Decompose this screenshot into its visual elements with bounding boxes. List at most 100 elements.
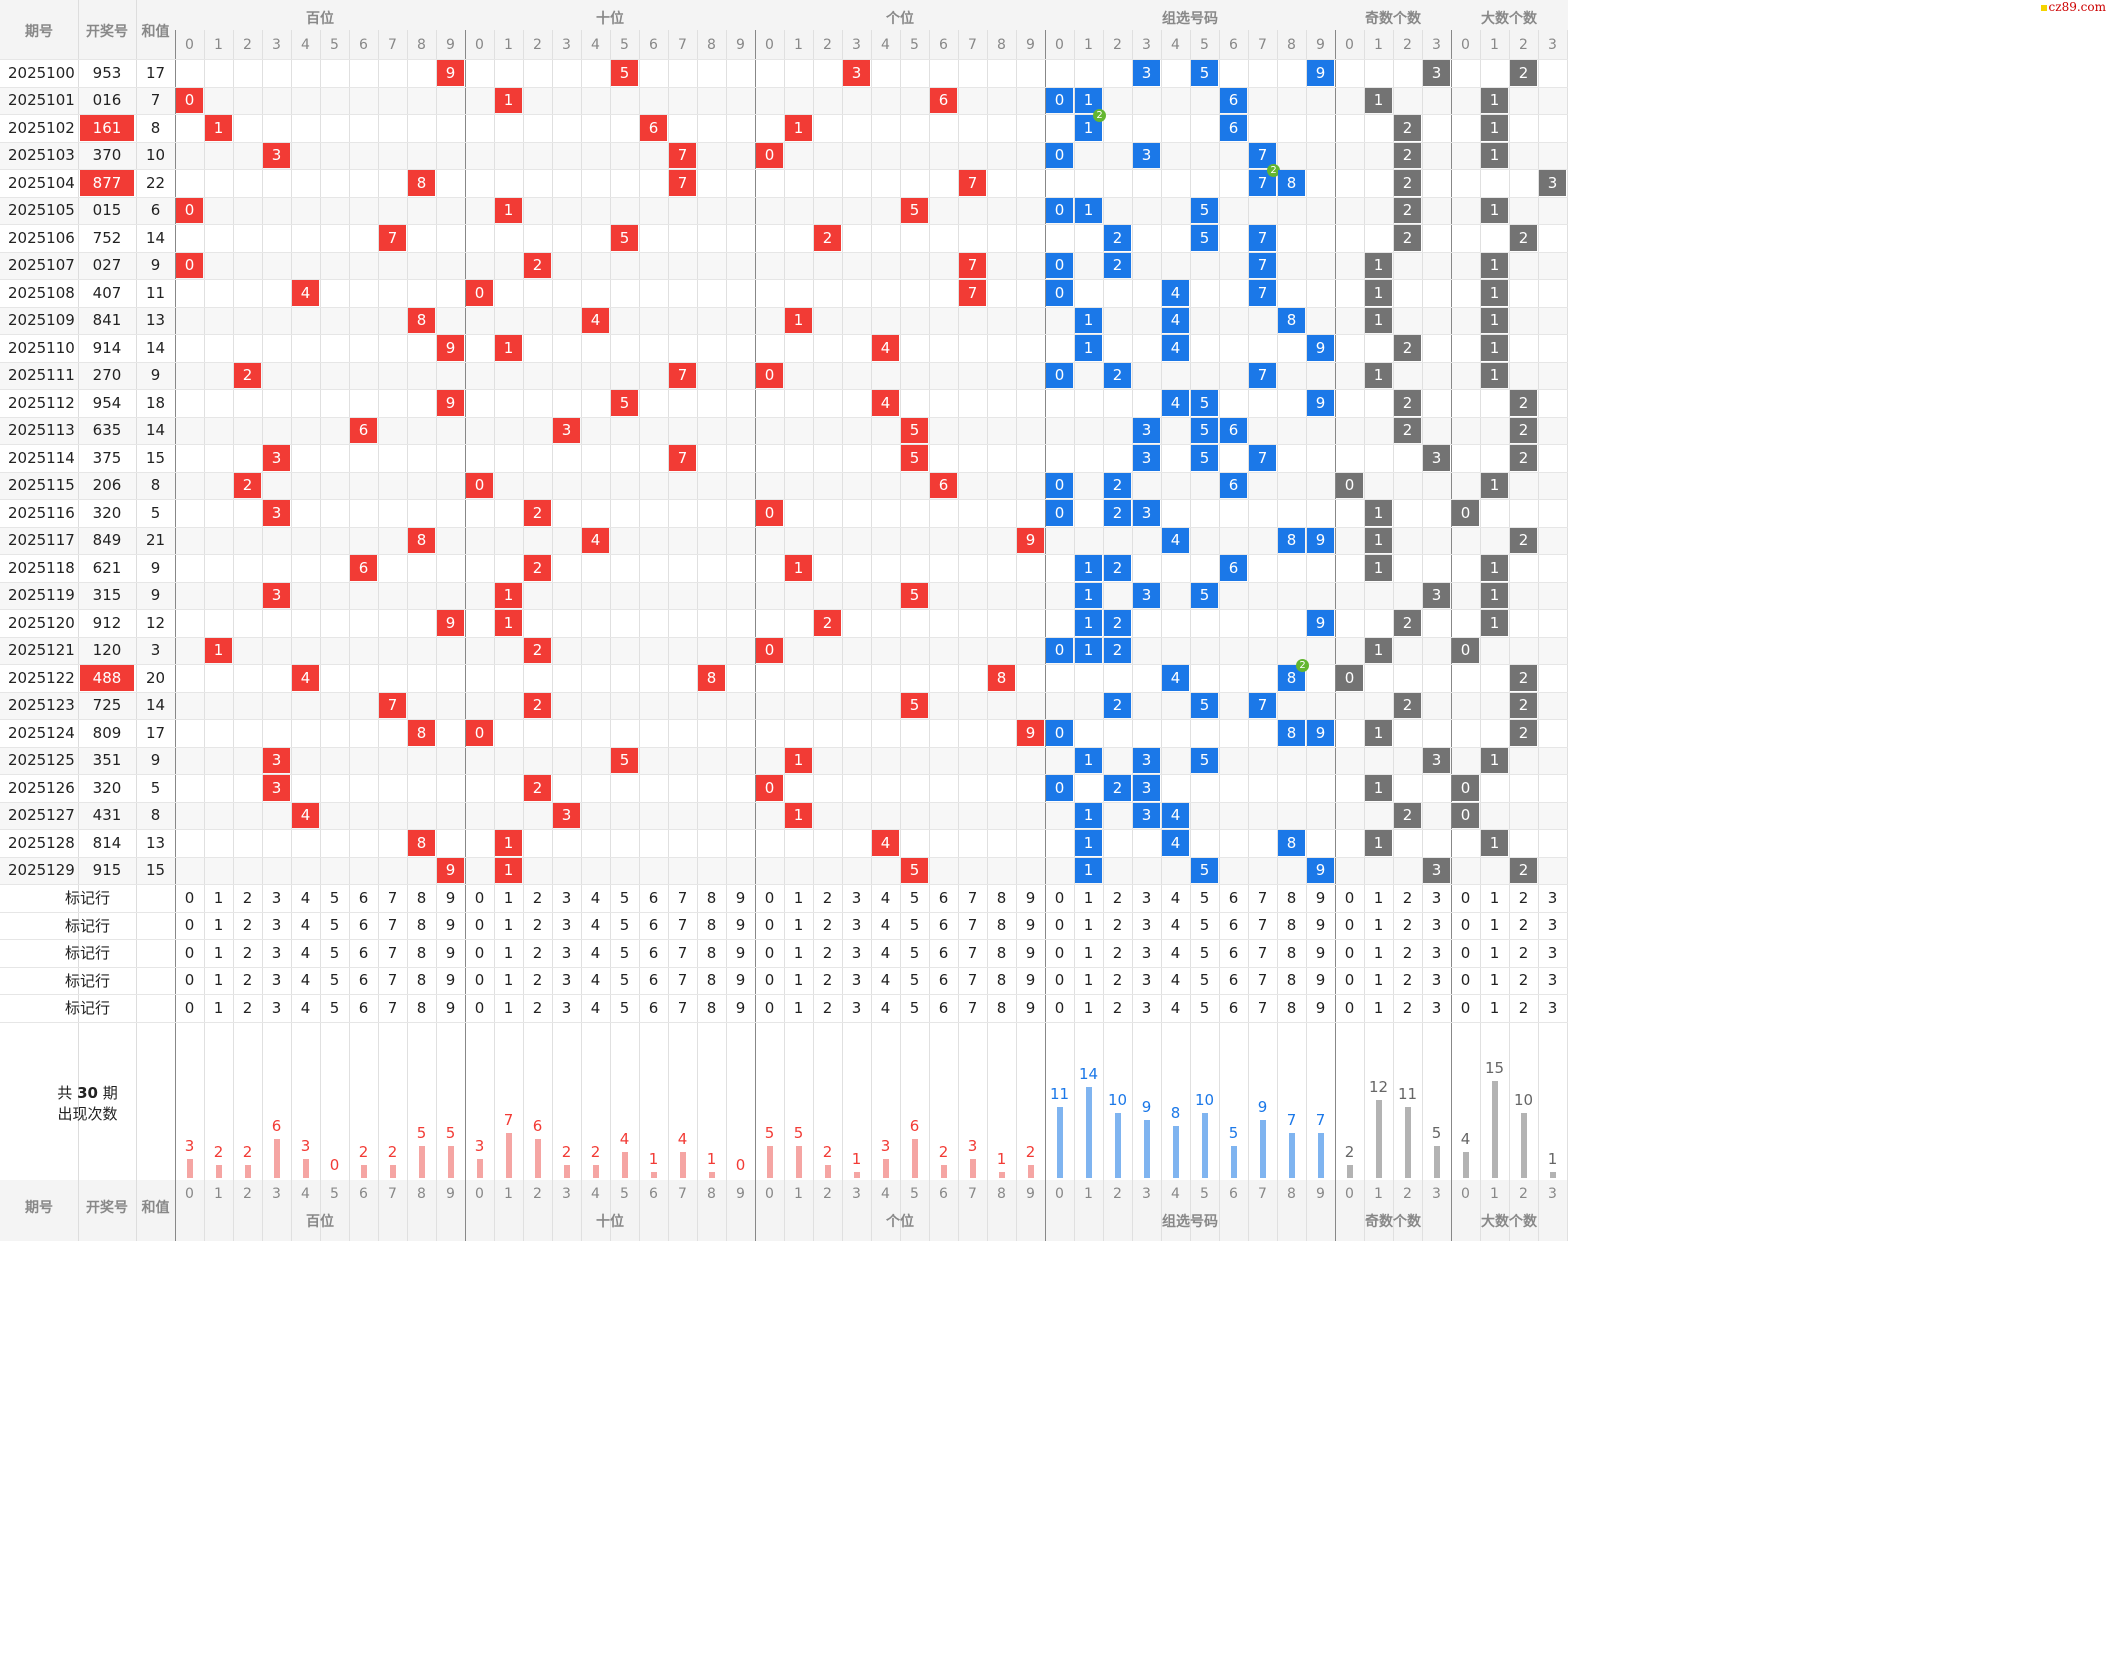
marker-cell[interactable]: 6 [1228, 998, 1239, 1017]
marker-cell[interactable]: 2 [242, 943, 253, 962]
marker-cell[interactable]: 3 [1547, 888, 1558, 907]
marker-cell[interactable]: 1 [793, 916, 804, 935]
marker-cell[interactable]: 3 [271, 971, 282, 990]
marker-cell[interactable]: 9 [1315, 971, 1326, 990]
marker-cell[interactable]: 4 [1170, 971, 1181, 990]
marker-cell[interactable]: 0 [184, 998, 195, 1017]
marker-cell[interactable]: 5 [1199, 998, 1210, 1017]
marker-cell[interactable]: 7 [677, 888, 688, 907]
marker-cell[interactable]: 9 [445, 943, 456, 962]
marker-cell[interactable]: 1 [1373, 943, 1384, 962]
marker-cell[interactable]: 6 [358, 971, 369, 990]
marker-cell[interactable]: 7 [387, 888, 398, 907]
marker-cell[interactable]: 0 [474, 998, 485, 1017]
marker-cell[interactable]: 6 [1228, 943, 1239, 962]
marker-cell[interactable]: 8 [1286, 916, 1297, 935]
marker-cell[interactable]: 5 [909, 916, 920, 935]
marker-cell[interactable]: 3 [1141, 998, 1152, 1017]
marker-cell[interactable]: 0 [1460, 998, 1471, 1017]
marker-cell[interactable]: 1 [1083, 888, 1094, 907]
marker-cell[interactable]: 0 [1054, 971, 1065, 990]
marker-cell[interactable]: 6 [938, 943, 949, 962]
marker-cell[interactable]: 8 [706, 998, 717, 1017]
marker-cell[interactable]: 6 [1228, 888, 1239, 907]
marker-cell[interactable]: 2 [1402, 916, 1413, 935]
marker-cell[interactable]: 6 [648, 998, 659, 1017]
marker-cell[interactable]: 9 [1315, 888, 1326, 907]
marker-cell[interactable]: 5 [909, 998, 920, 1017]
marker-cell[interactable]: 8 [996, 971, 1007, 990]
marker-cell[interactable]: 2 [1112, 971, 1123, 990]
marker-cell[interactable]: 7 [387, 943, 398, 962]
marker-cell[interactable]: 6 [648, 971, 659, 990]
marker-cell[interactable]: 8 [1286, 943, 1297, 962]
marker-cell[interactable]: 0 [1460, 943, 1471, 962]
marker-cell[interactable]: 1 [1373, 888, 1384, 907]
marker-cell[interactable]: 1 [503, 998, 514, 1017]
marker-cell[interactable]: 0 [1344, 943, 1355, 962]
marker-cell[interactable]: 8 [416, 998, 427, 1017]
marker-cell[interactable]: 4 [590, 971, 601, 990]
marker-cell[interactable]: 3 [1141, 971, 1152, 990]
marker-cell[interactable]: 5 [329, 971, 340, 990]
marker-cell[interactable]: 3 [851, 888, 862, 907]
marker-cell[interactable]: 2 [532, 998, 543, 1017]
marker-cell[interactable]: 1 [503, 916, 514, 935]
marker-cell[interactable]: 9 [1025, 998, 1036, 1017]
marker-cell[interactable]: 4 [300, 998, 311, 1017]
marker-cell[interactable]: 0 [474, 971, 485, 990]
marker-cell[interactable]: 1 [503, 943, 514, 962]
marker-cell[interactable]: 6 [648, 916, 659, 935]
marker-cell[interactable]: 6 [358, 943, 369, 962]
marker-cell[interactable]: 3 [1141, 943, 1152, 962]
marker-cell[interactable]: 1 [503, 971, 514, 990]
marker-cell[interactable]: 1 [793, 943, 804, 962]
marker-cell[interactable]: 9 [735, 916, 746, 935]
marker-cell[interactable]: 2 [822, 943, 833, 962]
marker-cell[interactable]: 4 [300, 916, 311, 935]
marker-cell[interactable]: 4 [880, 943, 891, 962]
marker-cell[interactable]: 2 [822, 888, 833, 907]
marker-cell[interactable]: 6 [938, 971, 949, 990]
marker-cell[interactable]: 7 [967, 971, 978, 990]
marker-cell[interactable]: 5 [619, 943, 630, 962]
marker-cell[interactable]: 4 [590, 916, 601, 935]
marker-cell[interactable]: 1 [1083, 971, 1094, 990]
marker-cell[interactable]: 7 [677, 943, 688, 962]
marker-cell[interactable]: 3 [271, 943, 282, 962]
marker-cell[interactable]: 9 [1025, 888, 1036, 907]
marker-cell[interactable]: 7 [1257, 971, 1268, 990]
marker-cell[interactable]: 3 [561, 971, 572, 990]
marker-cell[interactable]: 0 [474, 916, 485, 935]
marker-cell[interactable]: 8 [416, 943, 427, 962]
marker-cell[interactable]: 3 [851, 971, 862, 990]
marker-cell[interactable]: 2 [242, 916, 253, 935]
marker-cell[interactable]: 0 [184, 888, 195, 907]
marker-cell[interactable]: 9 [1025, 943, 1036, 962]
marker-cell[interactable]: 1 [1489, 888, 1500, 907]
marker-cell[interactable]: 5 [909, 971, 920, 990]
marker-cell[interactable]: 6 [358, 998, 369, 1017]
marker-cell[interactable]: 4 [1170, 888, 1181, 907]
marker-cell[interactable]: 5 [329, 943, 340, 962]
marker-cell[interactable]: 4 [880, 998, 891, 1017]
marker-cell[interactable]: 0 [1054, 998, 1065, 1017]
marker-cell[interactable]: 2 [1112, 916, 1123, 935]
marker-cell[interactable]: 7 [387, 998, 398, 1017]
marker-cell[interactable]: 6 [358, 916, 369, 935]
marker-cell[interactable]: 4 [1170, 998, 1181, 1017]
marker-cell[interactable]: 9 [1025, 971, 1036, 990]
marker-cell[interactable]: 2 [822, 916, 833, 935]
marker-cell[interactable]: 3 [561, 916, 572, 935]
marker-cell[interactable]: 4 [300, 971, 311, 990]
marker-cell[interactable]: 2 [822, 971, 833, 990]
marker-cell[interactable]: 8 [1286, 971, 1297, 990]
marker-cell[interactable]: 7 [387, 971, 398, 990]
marker-cell[interactable]: 4 [300, 888, 311, 907]
marker-cell[interactable]: 7 [1257, 916, 1268, 935]
marker-cell[interactable]: 3 [851, 943, 862, 962]
marker-cell[interactable]: 8 [1286, 998, 1297, 1017]
marker-cell[interactable]: 3 [1431, 998, 1442, 1017]
marker-cell[interactable]: 3 [271, 916, 282, 935]
marker-cell[interactable]: 6 [938, 916, 949, 935]
